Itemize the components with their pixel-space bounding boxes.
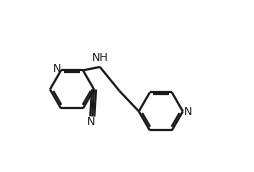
Text: NH: NH <box>92 53 109 63</box>
Text: N: N <box>53 64 61 74</box>
Text: N: N <box>184 107 192 117</box>
Text: N: N <box>87 117 96 127</box>
